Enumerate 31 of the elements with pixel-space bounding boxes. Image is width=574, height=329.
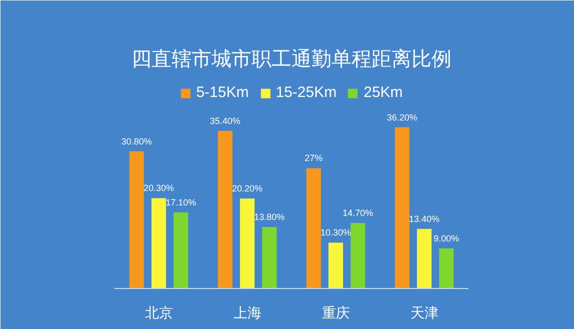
data-label: 20.30% <box>143 183 174 194</box>
data-label: 14.70% <box>342 208 374 218</box>
data-label: 27% <box>304 153 323 164</box>
x-tick-label: 北京 <box>144 304 173 320</box>
bar <box>240 198 255 288</box>
chart-title: 四直辖市城市职工通勤单程距离比例 <box>132 48 452 70</box>
bar <box>174 212 188 288</box>
x-tick-label: 重庆 <box>322 304 350 320</box>
bar <box>218 130 232 288</box>
legend-label: 25Km <box>364 84 403 101</box>
data-label: 9.00% <box>434 233 460 244</box>
bar <box>306 168 321 288</box>
data-label: 35.40% <box>210 116 240 126</box>
bar <box>416 228 432 288</box>
data-label: 13.80% <box>254 212 285 222</box>
bar <box>262 227 277 288</box>
data-label: 13.40% <box>408 214 440 224</box>
bar <box>151 198 166 288</box>
data-label: 17.10% <box>166 197 196 208</box>
data-label: 20.20% <box>232 184 263 194</box>
legend-label: 5-15Km <box>196 84 249 101</box>
bar <box>350 223 366 288</box>
bar <box>394 127 410 288</box>
bar <box>129 151 144 288</box>
data-label: 36.20% <box>386 112 418 122</box>
data-label: 30.80% <box>121 136 152 146</box>
bar <box>328 242 344 288</box>
x-tick-label: 天津 <box>410 304 438 320</box>
legend-label: 15-25Km <box>276 84 337 101</box>
bar <box>439 248 454 288</box>
x-tick-label: 上海 <box>233 304 262 320</box>
